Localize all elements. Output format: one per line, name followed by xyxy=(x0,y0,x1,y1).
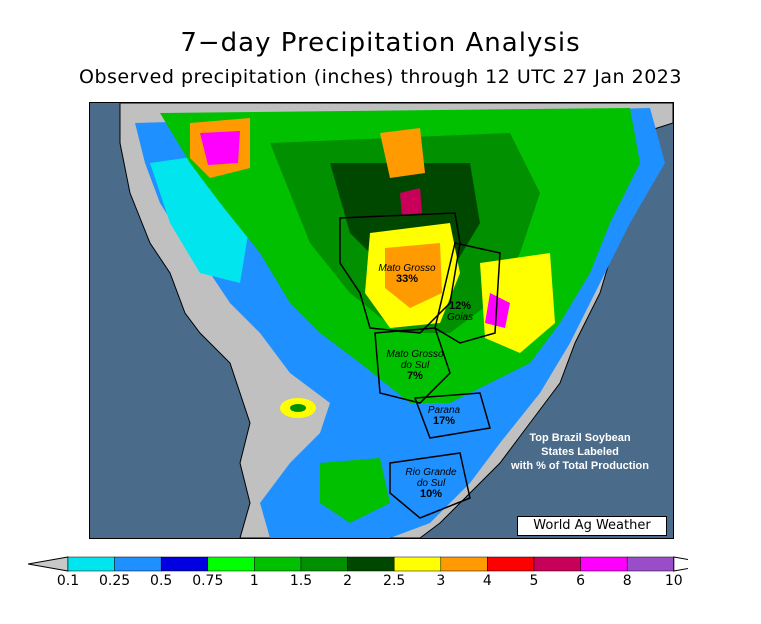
legend-swatch xyxy=(254,556,302,572)
legend-tick-label: 1 xyxy=(249,573,259,589)
state-outline-rio-grande-do-sul xyxy=(389,452,471,519)
legend-above-arrow xyxy=(673,556,688,572)
label-parana: Parana 17% xyxy=(414,405,474,427)
legend-tick-label: 0.25 xyxy=(99,573,131,589)
legend-swatch xyxy=(114,556,162,572)
legend-tick-label: 4 xyxy=(482,573,492,589)
legend-swatch xyxy=(347,556,395,572)
note-line2: States Labeled xyxy=(541,446,619,458)
legend-tick-label: 10 xyxy=(664,573,683,589)
map-canvas xyxy=(119,103,673,538)
note-line1: Top Brazil Soybean xyxy=(529,432,631,444)
color-legend xyxy=(28,556,688,572)
legend-swatch xyxy=(440,556,488,572)
state-name-line2: do Sul xyxy=(416,478,446,489)
label-mato-grosso: Mato Grosso 33% xyxy=(362,263,452,285)
legend-tick-label: 6 xyxy=(576,573,586,589)
state-pct: 7% xyxy=(407,370,423,382)
legend-swatch xyxy=(67,556,115,572)
legend-swatch xyxy=(300,556,348,572)
legend-tick-label: 8 xyxy=(622,573,632,589)
credit-box: World Ag Weather xyxy=(517,516,667,536)
state-name: Rio Grande xyxy=(405,467,457,478)
goias-core xyxy=(485,293,510,328)
state-name: Parana xyxy=(427,405,461,416)
rio-grande-field xyxy=(320,458,390,523)
label-mato-grosso-do-sul: Mato Grosso do Sul 7% xyxy=(370,349,460,382)
legend-below-arrow xyxy=(28,556,69,572)
precipitation-map: Mato Grosso 33% 12% Goias Mato Grosso do… xyxy=(89,102,674,539)
legend-swatch xyxy=(160,556,209,572)
state-pct: 12% xyxy=(448,300,472,312)
mato-grosso-core xyxy=(385,243,442,308)
state-pct: 10% xyxy=(419,488,443,500)
north-red xyxy=(400,188,422,215)
state-outline-parana xyxy=(413,392,491,439)
state-outline-mato-grosso-do-sul xyxy=(374,327,451,404)
label-rio-grande-do-sul: Rio Grande do Sul 10% xyxy=(386,467,476,500)
state-pct: 17% xyxy=(432,415,456,427)
legend-tick-label: 3 xyxy=(436,573,446,589)
legend-swatch xyxy=(533,556,581,572)
paraguay-spot-core xyxy=(290,404,306,412)
soybean-note: Top Brazil Soybean States Labeled with %… xyxy=(490,431,670,473)
legend-swatch xyxy=(626,556,675,572)
legend-tick-label: 0.75 xyxy=(192,573,224,589)
legend-swatch xyxy=(393,556,442,572)
map-title: 7−day Precipitation Analysis xyxy=(180,28,581,58)
legend-tick-label: 0.1 xyxy=(56,573,80,589)
state-outline-goias xyxy=(434,242,501,344)
legend-tick-label: 2 xyxy=(343,573,353,589)
legend-tick-label: 1.5 xyxy=(289,573,313,589)
north-orange xyxy=(380,128,425,178)
state-name: Goias xyxy=(446,312,474,323)
label-goias: 12% Goias xyxy=(440,300,480,324)
note-line3: with % of Total Production xyxy=(511,460,649,472)
state-pct: 33% xyxy=(395,273,419,285)
state-name: Mato Grosso xyxy=(378,263,436,274)
state-name-line2: do Sul xyxy=(400,360,430,371)
legend-tick-label: 0.5 xyxy=(150,573,173,589)
state-name: Mato Grosso xyxy=(386,349,444,360)
legend-swatch xyxy=(207,556,255,572)
legend-swatch xyxy=(487,556,535,572)
legend-tick-label: 5 xyxy=(529,573,539,589)
map-subtitle: Observed precipitation (inches) through … xyxy=(79,66,682,88)
legend-tick-label: 2.5 xyxy=(383,573,406,589)
state-outline-mato-grosso xyxy=(339,212,461,334)
legend-swatch xyxy=(580,556,628,572)
northwest-core xyxy=(200,131,240,165)
